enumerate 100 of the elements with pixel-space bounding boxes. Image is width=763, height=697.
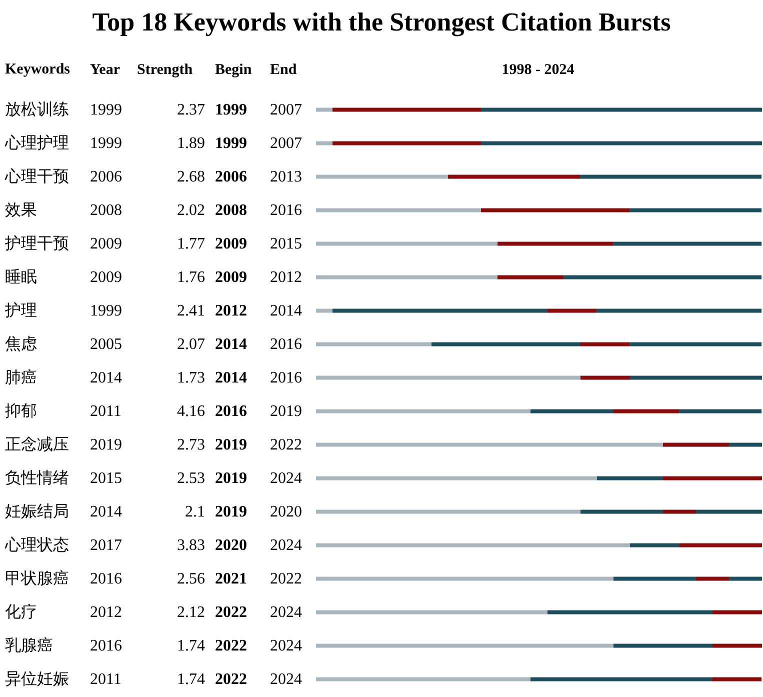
text: 2006 <box>90 168 122 186</box>
text: 2019 <box>215 436 247 454</box>
text: 2015 <box>90 470 122 487</box>
bar <box>613 644 712 648</box>
text: 2024 <box>270 637 302 654</box>
text: 1.73 <box>177 369 205 386</box>
bar <box>316 275 498 280</box>
bar <box>596 476 663 480</box>
bar <box>332 141 482 146</box>
text: 2.02 <box>177 202 205 219</box>
bar <box>316 576 614 581</box>
text: 2014 <box>90 369 122 386</box>
bar <box>728 576 762 581</box>
y-tick-label: 效果 <box>5 202 37 219</box>
y-tick-label: 肺癌 <box>5 368 37 386</box>
y-tick-label: 睡眠 <box>5 268 37 286</box>
y-tick-label: 抑郁 <box>5 402 37 420</box>
y-tick-label: 心理护理 <box>4 134 69 152</box>
text: 4.16 <box>177 402 205 420</box>
text: 2009 <box>90 268 122 286</box>
bar <box>662 510 696 514</box>
text: 1998 - 2024 <box>502 62 575 78</box>
text: 2006 <box>215 168 247 186</box>
bar <box>547 610 712 614</box>
text: 1999 <box>90 302 122 320</box>
text: 1.74 <box>177 670 205 688</box>
y-tick-label: 正念减压 <box>5 435 69 454</box>
bar <box>481 208 630 212</box>
text: 2011 <box>90 402 122 420</box>
bar <box>316 141 332 146</box>
text: Begin <box>215 62 252 78</box>
text: 2.68 <box>177 168 205 186</box>
bar <box>316 108 332 112</box>
bar <box>316 174 448 179</box>
text: End <box>270 62 298 78</box>
bar <box>316 644 614 648</box>
bar <box>679 409 762 414</box>
text: 2008 <box>90 202 122 219</box>
text: 2007 <box>270 134 302 152</box>
bar <box>712 677 762 682</box>
text: 2022 <box>215 670 247 688</box>
y-tick-label: 心理干预 <box>4 167 69 186</box>
bar <box>580 174 762 179</box>
text: 2.73 <box>177 436 205 454</box>
text: 2016 <box>270 336 302 353</box>
bar <box>316 409 531 414</box>
bar <box>332 308 548 313</box>
bar <box>316 442 663 447</box>
bar <box>316 308 332 313</box>
y-tick-label: 负性情绪 <box>5 468 69 487</box>
bar <box>613 242 762 246</box>
y-tick-label: 护理 <box>4 301 37 320</box>
bar <box>316 543 630 548</box>
bar <box>630 208 762 212</box>
y-tick-label: 焦虑 <box>5 334 37 353</box>
bar <box>613 576 696 581</box>
bar <box>498 242 614 246</box>
text: 2016 <box>270 369 302 386</box>
y-axis-title: Keywords <box>5 62 70 78</box>
bar <box>448 174 580 179</box>
text: 2011 <box>90 670 122 688</box>
text: 2024 <box>270 670 302 688</box>
text: 2.1 <box>185 503 205 520</box>
text: 1.89 <box>177 134 205 152</box>
text: 1.77 <box>177 235 205 252</box>
text: 2020 <box>270 503 302 520</box>
y-tick-label: 甲状腺癌 <box>5 569 69 588</box>
bar <box>564 275 762 280</box>
bar <box>316 510 580 514</box>
bar <box>481 141 762 146</box>
text: 1999 <box>215 101 247 118</box>
text: 2.53 <box>177 470 205 487</box>
text: 2.07 <box>177 336 205 353</box>
text: 1999 <box>90 134 122 152</box>
bar <box>596 308 762 313</box>
bar <box>580 342 630 346</box>
y-tick-label: 异位妊娠 <box>5 670 69 688</box>
text: 2022 <box>215 604 247 621</box>
bar <box>316 610 548 614</box>
text: 2016 <box>90 637 122 654</box>
text: 3.83 <box>177 536 205 554</box>
text: 2.37 <box>177 101 205 118</box>
text: 2019 <box>270 402 302 420</box>
text: 2019 <box>90 436 122 454</box>
text: 2012 <box>270 268 302 286</box>
text: 2005 <box>90 336 122 353</box>
text: 2.56 <box>177 570 205 588</box>
text: 2016 <box>90 570 122 588</box>
bar <box>316 476 597 480</box>
text: 1999 <box>90 101 122 118</box>
text: 1.74 <box>177 637 205 654</box>
text: 2014 <box>215 369 247 386</box>
bar <box>316 677 531 682</box>
text: 2024 <box>270 470 302 487</box>
bar <box>530 409 614 414</box>
bar <box>696 510 762 514</box>
bar <box>679 543 762 548</box>
bar <box>728 442 762 447</box>
text: 2019 <box>215 503 247 520</box>
text: Strength <box>137 62 194 78</box>
